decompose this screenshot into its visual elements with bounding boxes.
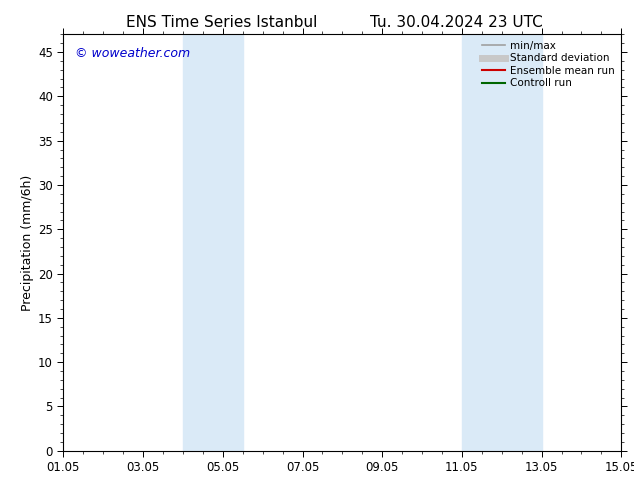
Text: Tu. 30.04.2024 23 UTC: Tu. 30.04.2024 23 UTC bbox=[370, 15, 543, 30]
Bar bbox=[183, 34, 243, 451]
Text: © woweather.com: © woweather.com bbox=[75, 47, 190, 60]
Text: ENS Time Series Istanbul: ENS Time Series Istanbul bbox=[126, 15, 318, 30]
Y-axis label: Precipitation (mm/6h): Precipitation (mm/6h) bbox=[21, 174, 34, 311]
Legend: min/max, Standard deviation, Ensemble mean run, Controll run: min/max, Standard deviation, Ensemble me… bbox=[478, 36, 619, 93]
Bar bbox=[462, 34, 541, 451]
